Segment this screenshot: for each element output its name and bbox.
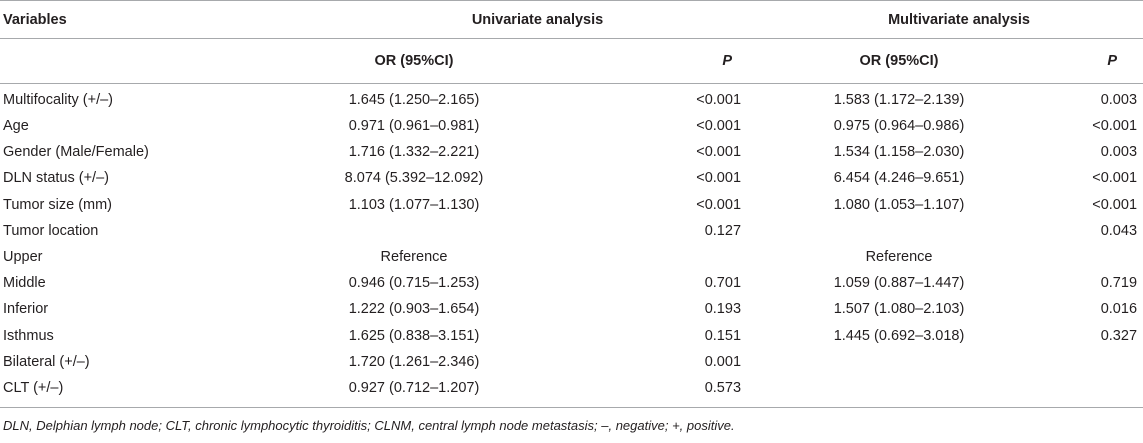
cell-uni-or: 1.625 (0.838–3.151) — [348, 327, 480, 344]
cell-uni-p: 0.151 — [704, 327, 742, 344]
cell-uni-or: 1.103 (1.077–1.130) — [348, 196, 480, 213]
cell-variable: Middle — [3, 275, 46, 292]
cell-multi-p: 0.003 — [1100, 92, 1138, 108]
cell-variable: Multifocality (+/–) — [3, 92, 113, 108]
table-footnote: DLN, Delphian lymph node; CLT, chronic l… — [3, 418, 735, 433]
cell-multi-or — [775, 218, 1023, 244]
rule-cell — [0, 401, 300, 409]
header-variables: Variables — [3, 11, 67, 28]
cell-uni-p: <0.001 — [696, 196, 742, 213]
cell-multi-or — [775, 375, 1023, 401]
header-uni-or: OR (95%CI) — [300, 38, 528, 84]
cell-uni-p: <0.001 — [696, 144, 742, 161]
table-row: Age 0.971 (0.961–0.981) <0.001 0.975 (0.964… — [0, 113, 1143, 139]
header-multi-p: P — [1023, 38, 1143, 84]
cell-multi-p: <0.001 — [1092, 118, 1138, 135]
table-row: CLT (+/–) 0.927 (0.712–1.207) 0.573 — [0, 375, 1143, 401]
cell-uni-or: 0.946 (0.715–1.253) — [348, 275, 480, 292]
cell-multi-p: <0.001 — [1092, 170, 1138, 187]
table-row: DLN status (+/–) 8.074 (5.392–12.092) <0.0… — [0, 165, 1143, 191]
cell-multi-or: 0.975 (0.964–0.986) — [833, 118, 965, 135]
cell-multi-or — [775, 349, 1023, 375]
cell-uni-p: 0.701 — [704, 275, 742, 292]
cell-variable: Tumor size (mm) — [3, 196, 113, 213]
cell-multi-or: 1.080 (1.053–1.107) — [833, 196, 965, 213]
cell-uni-or — [300, 218, 528, 244]
table-body: Multifocality (+/–) 1.645 (1.250–2.165) <0… — [0, 84, 1143, 409]
cell-multi-or: 6.454 (4.246–9.651) — [833, 170, 965, 187]
cell-variable: CLT (+/–) — [3, 379, 64, 396]
cell-variable: Isthmus — [3, 327, 54, 344]
table-row: Tumor size (mm) 1.103 (1.077–1.130) <0.001… — [0, 192, 1143, 218]
regression-table: Variables Univariate analysis Multivaria… — [0, 0, 1143, 409]
cell-uni-p: 0.001 — [704, 353, 742, 370]
cell-multi-or: 1.445 (0.692–3.018) — [833, 327, 965, 344]
cell-multi-p: 0.719 — [1100, 275, 1138, 292]
cell-multi-p — [1023, 244, 1143, 270]
cell-multi-or: 1.507 (1.080–2.103) — [833, 301, 965, 318]
rule-cell — [775, 401, 1024, 409]
cell-uni-p — [528, 244, 775, 270]
cell-uni-or: 0.927 (0.712–1.207) — [348, 379, 480, 396]
table-row: Upper Reference Reference — [0, 244, 1143, 270]
table-row: Middle 0.946 (0.715–1.253) 0.701 1.059 (0.8… — [0, 270, 1143, 296]
cell-multi-p: 0.043 — [1100, 222, 1138, 239]
table-row: Inferior 1.222 (0.903–1.654) 0.193 1.507 (1… — [0, 296, 1143, 322]
cell-uni-p: <0.001 — [696, 118, 742, 135]
header-uni-p: P — [528, 38, 776, 84]
cell-multi-p: <0.001 — [1092, 196, 1138, 213]
table-bottom-rule — [0, 401, 1143, 409]
header-multivariate: Multivariate analysis — [888, 11, 1030, 28]
cell-uni-or: 0.971 (0.961–0.981) — [348, 118, 480, 135]
table-row: Isthmus 1.625 (0.838–3.151) 0.151 1.445 (0.… — [0, 323, 1143, 349]
cell-multi-or: 1.534 (1.158–2.030) — [833, 144, 965, 161]
cell-variable: Gender (Male/Female) — [3, 144, 149, 161]
header-multi-or: OR (95%CI) — [775, 38, 1024, 84]
cell-multi-or: 1.583 (1.172–2.139) — [833, 92, 965, 108]
cell-multi-p — [1023, 375, 1143, 401]
cell-variable: Tumor location — [3, 222, 99, 239]
cell-multi-p: 0.003 — [1100, 144, 1138, 161]
cell-variable: Age — [3, 118, 29, 135]
rule-cell — [528, 401, 776, 409]
table-row: Tumor location 0.127 0.043 — [0, 218, 1143, 244]
cell-uni-or: 8.074 (5.392–12.092) — [344, 170, 484, 187]
cell-uni-or: 1.645 (1.250–2.165) — [348, 92, 480, 108]
cell-variable: Upper — [3, 249, 43, 266]
cell-multi-or: Reference — [865, 249, 933, 266]
header-empty-cell — [0, 38, 300, 84]
cell-uni-p: 0.193 — [704, 301, 742, 318]
cell-multi-or: 1.059 (0.887–1.447) — [833, 275, 965, 292]
table-row: Multifocality (+/–) 1.645 (1.250–2.165) <0… — [0, 84, 1143, 114]
table-row: Bilateral (+/–) 1.720 (1.261–2.346) 0.001 — [0, 349, 1143, 375]
cell-uni-p: 0.573 — [704, 379, 742, 396]
cell-variable: Bilateral (+/–) — [3, 353, 90, 370]
table-row: Gender (Male/Female) 1.716 (1.332–2.221) <… — [0, 139, 1143, 165]
cell-uni-p: <0.001 — [696, 92, 742, 108]
cell-variable: DLN status (+/–) — [3, 170, 109, 187]
header-univariate: Univariate analysis — [471, 11, 604, 28]
cell-uni-p: 0.127 — [704, 222, 742, 239]
cell-multi-p: 0.327 — [1100, 327, 1138, 344]
cell-uni-or: 1.720 (1.261–2.346) — [348, 353, 480, 370]
cell-variable: Inferior — [3, 301, 49, 318]
cell-multi-p — [1023, 349, 1143, 375]
cell-uni-or: 1.222 (0.903–1.654) — [348, 301, 480, 318]
rule-cell — [1023, 401, 1143, 409]
cell-uni-p: <0.001 — [696, 170, 742, 187]
rule-cell — [300, 401, 528, 409]
cell-multi-p: 0.016 — [1100, 301, 1138, 318]
cell-uni-or: 1.716 (1.332–2.221) — [348, 144, 480, 161]
cell-uni-or: Reference — [380, 249, 448, 266]
